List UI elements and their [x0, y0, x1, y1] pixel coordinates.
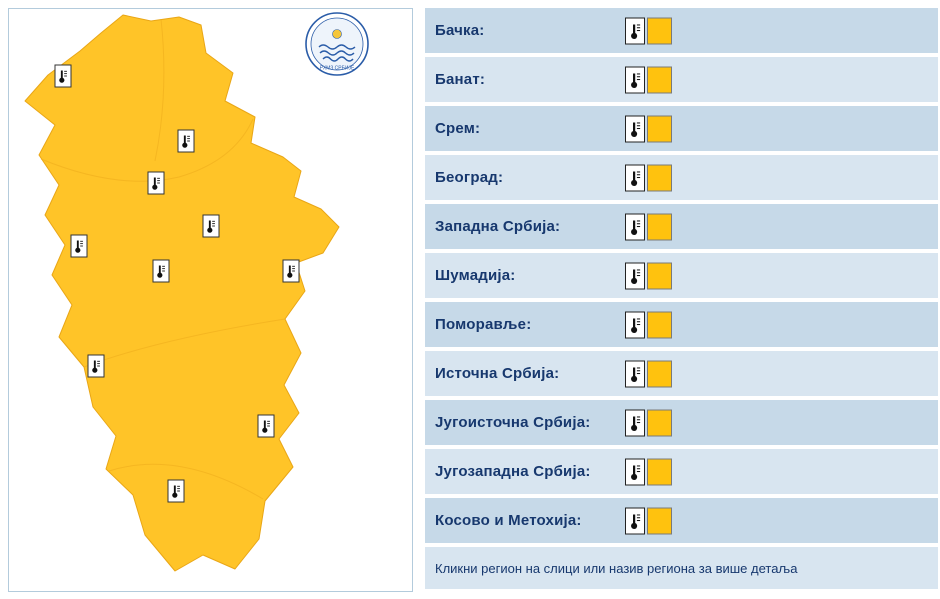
region-name-link[interactable]: Бачка:: [435, 22, 485, 39]
thermometer-icon-box: [625, 213, 645, 240]
warning-level-box: [647, 262, 672, 289]
warning-indicator: [625, 458, 672, 485]
thermometer-icon: [172, 485, 180, 498]
region-name-link[interactable]: Западна Србија:: [435, 218, 561, 235]
region-row[interactable]: Срем:: [425, 106, 938, 151]
region-row[interactable]: Шумадија:: [425, 253, 938, 298]
map-thermometer-marker[interactable]: [177, 129, 195, 153]
warning-level-box: [647, 409, 672, 436]
warning-indicator: [625, 507, 672, 534]
region-name-link[interactable]: Банат:: [435, 71, 486, 88]
thermometer-icon: [59, 70, 67, 83]
instruction-bar: Кликни регион на слици или назив региона…: [425, 547, 938, 589]
thermometer-icon: [630, 219, 640, 235]
warning-level-box: [647, 360, 672, 387]
thermometer-icon: [630, 464, 640, 480]
thermometer-icon: [287, 265, 295, 278]
warning-level-box: [647, 164, 672, 191]
logo-sun-icon: [332, 29, 342, 39]
region-rows: Бачка: Банат:: [425, 8, 938, 543]
region-name-link[interactable]: Београд:: [435, 169, 504, 186]
thermometer-icon: [630, 23, 640, 39]
thermometer-icon: [630, 121, 640, 137]
warning-level-box: [647, 213, 672, 240]
thermometer-icon: [630, 513, 640, 529]
warning-indicator: [625, 66, 672, 93]
thermometer-icon: [75, 240, 83, 253]
map-thermometer-marker[interactable]: [87, 354, 105, 378]
region-name-link[interactable]: Поморавље:: [435, 316, 532, 333]
map-thermometer-marker[interactable]: [147, 171, 165, 195]
region-row[interactable]: Југоисточна Србија:: [425, 400, 938, 445]
thermometer-icon: [630, 415, 640, 431]
thermometer-icon: [630, 72, 640, 88]
warning-level-box: [647, 458, 672, 485]
thermometer-icon: [262, 420, 270, 433]
thermometer-icon: [630, 317, 640, 333]
thermometer-icon: [630, 170, 640, 186]
warning-indicator: [625, 164, 672, 191]
warning-level-box: [647, 66, 672, 93]
region-row[interactable]: Београд:: [425, 155, 938, 200]
rhmz-logo: РХМЗ СРБИЈЕ: [305, 12, 369, 76]
thermometer-icon: [152, 177, 160, 190]
region-row[interactable]: Косово и Метохија:: [425, 498, 938, 543]
logo-text: РХМЗ СРБИЈЕ: [320, 66, 355, 72]
map-thermometer-marker[interactable]: [257, 414, 275, 438]
region-list: Бачка: Банат:: [425, 8, 938, 589]
warning-indicator: [625, 262, 672, 289]
region-name-link[interactable]: Косово и Метохија:: [435, 512, 582, 529]
region-row[interactable]: Југозападна Србија:: [425, 449, 938, 494]
thermometer-icon: [92, 360, 100, 373]
warning-level-box: [647, 507, 672, 534]
warning-level-box: [647, 115, 672, 142]
thermometer-icon-box: [625, 17, 645, 44]
region-row[interactable]: Бачка:: [425, 8, 938, 53]
region-name-link[interactable]: Југозападна Србија:: [435, 463, 591, 480]
thermometer-icon: [630, 268, 640, 284]
warning-indicator: [625, 360, 672, 387]
logo-waves-icon: [318, 44, 356, 62]
thermometer-icon-box: [625, 66, 645, 93]
thermometer-icon-box: [625, 409, 645, 436]
map-thermometer-marker[interactable]: [54, 64, 72, 88]
serbia-map: [24, 14, 340, 572]
region-name-link[interactable]: Шумадија:: [435, 267, 516, 284]
region-name-link[interactable]: Југоисточна Србија:: [435, 414, 591, 431]
thermometer-icon-box: [625, 164, 645, 191]
thermometer-icon: [630, 366, 640, 382]
thermometer-icon: [182, 135, 190, 148]
warning-indicator: [625, 311, 672, 338]
warning-level-box: [647, 17, 672, 44]
instruction-text: Кликни регион на слици или назив региона…: [435, 560, 798, 576]
thermometer-icon: [207, 220, 215, 233]
thermometer-icon-box: [625, 262, 645, 289]
region-row[interactable]: Поморавље:: [425, 302, 938, 347]
map-panel: РХМЗ СРБИЈЕ: [8, 8, 413, 592]
warning-level-box: [647, 311, 672, 338]
warning-indicator: [625, 17, 672, 44]
map-thermometer-marker[interactable]: [202, 214, 220, 238]
warning-indicator: [625, 409, 672, 436]
thermometer-icon-box: [625, 360, 645, 387]
thermometer-icon: [157, 265, 165, 278]
region-row[interactable]: Банат:: [425, 57, 938, 102]
warning-indicator: [625, 213, 672, 240]
region-row[interactable]: Западна Србија:: [425, 204, 938, 249]
warning-indicator: [625, 115, 672, 142]
region-row[interactable]: Источна Србија:: [425, 351, 938, 396]
map-thermometer-marker[interactable]: [282, 259, 300, 283]
region-name-link[interactable]: Источна Србија:: [435, 365, 560, 382]
region-name-link[interactable]: Срем:: [435, 120, 481, 137]
thermometer-icon-box: [625, 115, 645, 142]
map-thermometer-marker[interactable]: [70, 234, 88, 258]
thermometer-icon-box: [625, 311, 645, 338]
thermometer-icon-box: [625, 458, 645, 485]
thermometer-icon-box: [625, 507, 645, 534]
map-thermometer-marker[interactable]: [152, 259, 170, 283]
map-thermometer-marker[interactable]: [167, 479, 185, 503]
